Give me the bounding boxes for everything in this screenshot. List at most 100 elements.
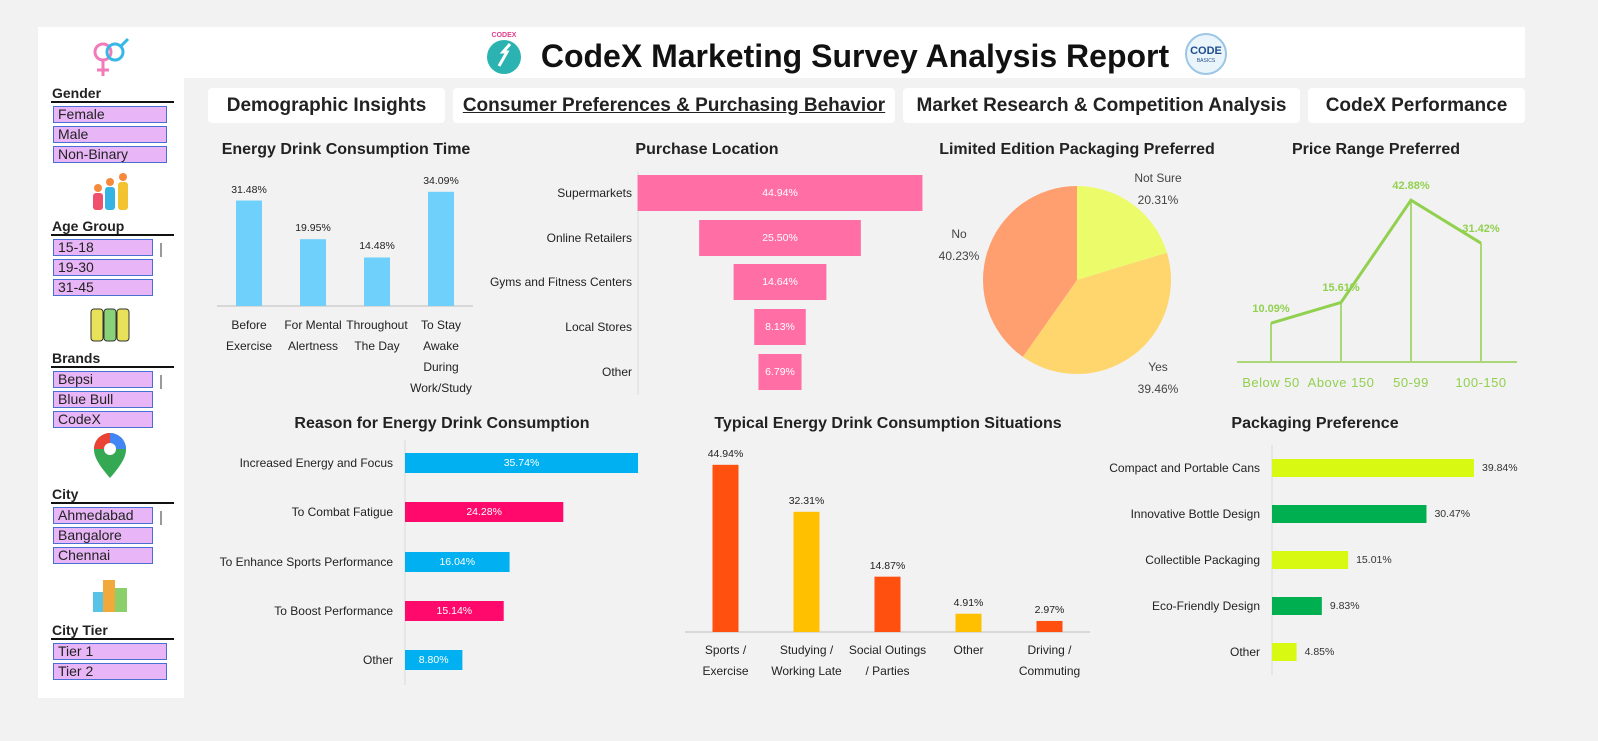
- data-label: 4.91%: [953, 596, 984, 609]
- bar: [712, 464, 739, 632]
- slicer-item[interactable]: 31-45: [53, 279, 153, 296]
- data-label: 15.14%: [436, 605, 473, 617]
- slicer-item[interactable]: Blue Bull: [53, 391, 153, 408]
- cans-icon: [90, 308, 130, 342]
- data-label: 16.04%: [439, 556, 476, 568]
- slicer-item[interactable]: Tier 1: [53, 643, 167, 660]
- pie-slice: [1077, 186, 1167, 280]
- line: [1270, 198, 1482, 325]
- funnel-bar: [733, 264, 827, 300]
- logo-text: CODEX: [491, 32, 517, 39]
- bar: [1036, 620, 1063, 632]
- x-tick-label: For Mental Alertness: [284, 318, 342, 353]
- logo-text: CODE: [1190, 45, 1222, 57]
- data-label: 30.47%: [1434, 508, 1471, 520]
- y-tick-label: Collectible Packaging: [1145, 553, 1260, 567]
- data-label: 24.28%: [466, 506, 502, 518]
- chart-title: Reason for Energy Drink Consumption: [294, 415, 590, 432]
- x-tick-label: Other: [953, 643, 984, 657]
- x-tick-label: Social Outings / Parties: [848, 643, 927, 678]
- funnel-bar: [699, 220, 861, 256]
- city-icon: [93, 580, 127, 612]
- data-label: 9.83%: [1329, 600, 1360, 612]
- slicer-rule: [51, 101, 174, 103]
- slicer-title: City Tier: [52, 622, 108, 638]
- nav-tab[interactable]: Demographic Insights: [208, 88, 445, 123]
- bar: [236, 200, 262, 306]
- data-label: 31.48%: [231, 183, 267, 196]
- slicer-item[interactable]: Female: [53, 106, 167, 123]
- slicer-title: City: [52, 486, 79, 502]
- scrollbar[interactable]: [160, 375, 162, 389]
- bar: [300, 239, 326, 306]
- slicer-item[interactable]: CodeX: [53, 411, 153, 428]
- scrollbar[interactable]: [160, 511, 162, 525]
- nav-tab[interactable]: CodeX Performance: [1308, 88, 1525, 123]
- slicer-item[interactable]: 19-30: [53, 259, 153, 276]
- x-tick-label: To Stay Awake During Work/Study: [410, 318, 472, 395]
- bar: [428, 191, 454, 306]
- bar: [955, 613, 982, 632]
- bar: [1272, 459, 1474, 477]
- data-label: 39.84%: [1481, 462, 1518, 474]
- data-label: 14.87%: [869, 559, 906, 572]
- data-label: 34.09%: [423, 174, 459, 187]
- x-tick-label: 50-99: [1393, 375, 1429, 390]
- report-title: CodeX Marketing Survey Analysis Report: [540, 38, 1170, 74]
- x-tick-label: Sports / Exercise: [702, 643, 749, 678]
- data-label: 14.48%: [359, 240, 395, 253]
- y-tick-label: Other: [601, 365, 632, 379]
- y-tick-label: Other: [1229, 645, 1260, 659]
- data-label: 44.94%: [707, 447, 744, 460]
- slicer-item[interactable]: Ahmedabad: [53, 507, 153, 524]
- chart-title: Price Range Preferred: [1291, 141, 1461, 158]
- nav-tab[interactable]: Market Research & Competition Analysis: [903, 88, 1300, 123]
- data-label: 8.13%: [765, 321, 795, 333]
- codex-logo: [487, 40, 521, 74]
- funnel-bar: [754, 309, 806, 345]
- slicer-item[interactable]: Bepsi: [53, 371, 153, 388]
- x-tick-label: Studying / Working Late: [771, 643, 842, 678]
- y-tick-label: Online Retailers: [546, 231, 632, 245]
- data-label: 15.01%: [1356, 554, 1392, 566]
- nav-tab[interactable]: Consumer Preferences & Purchasing Behavi…: [453, 88, 895, 123]
- slicer-item[interactable]: Male: [53, 126, 167, 143]
- y-tick-label: To Enhance Sports Performance: [219, 555, 393, 569]
- data-label: 10.09%: [1252, 303, 1290, 316]
- slicer-item[interactable]: Non-Binary: [53, 146, 167, 163]
- data-label: 25.50%: [762, 232, 798, 244]
- y-tick-label: To Boost Performance: [274, 604, 393, 618]
- data-label: 42.88%: [1392, 180, 1430, 193]
- chart-title: Purchase Location: [635, 141, 779, 158]
- logo-text: BASICS: [1196, 58, 1216, 64]
- bar: [405, 552, 510, 572]
- funnel-bar: [758, 354, 802, 390]
- x-tick-label: Above 150: [1307, 375, 1375, 390]
- slicer-title: Gender: [52, 85, 102, 101]
- people-icon: [93, 173, 128, 210]
- data-label: 19.95%: [295, 222, 331, 235]
- chart-title: Limited Edition Packaging Preferred: [939, 141, 1215, 158]
- bar: [405, 650, 463, 670]
- bar: [405, 502, 564, 522]
- bar: [793, 511, 820, 632]
- slicer-rule: [51, 366, 174, 368]
- y-tick-label: Compact and Portable Cans: [1109, 461, 1260, 475]
- data-label: 40.23%: [938, 249, 980, 263]
- y-tick-label: To Combat Fatigue: [291, 505, 393, 519]
- scrollbar[interactable]: [160, 243, 162, 257]
- slicer-rule: [51, 638, 174, 640]
- data-label: 15.61%: [1322, 282, 1360, 295]
- slicer-item[interactable]: Tier 2: [53, 663, 167, 680]
- y-tick-label: Increased Energy and Focus: [239, 456, 393, 470]
- slicer-title: Brands: [52, 350, 101, 366]
- data-label: 39.46%: [1137, 382, 1179, 396]
- x-tick-label: Driving / Commuting: [1018, 643, 1081, 678]
- slicer-item[interactable]: Bangalore: [53, 527, 153, 544]
- bar: [1272, 551, 1349, 569]
- slicer-item[interactable]: 15-18: [53, 239, 153, 256]
- slicer-item[interactable]: Chennai: [53, 547, 153, 564]
- data-label: 20.31%: [1137, 193, 1179, 207]
